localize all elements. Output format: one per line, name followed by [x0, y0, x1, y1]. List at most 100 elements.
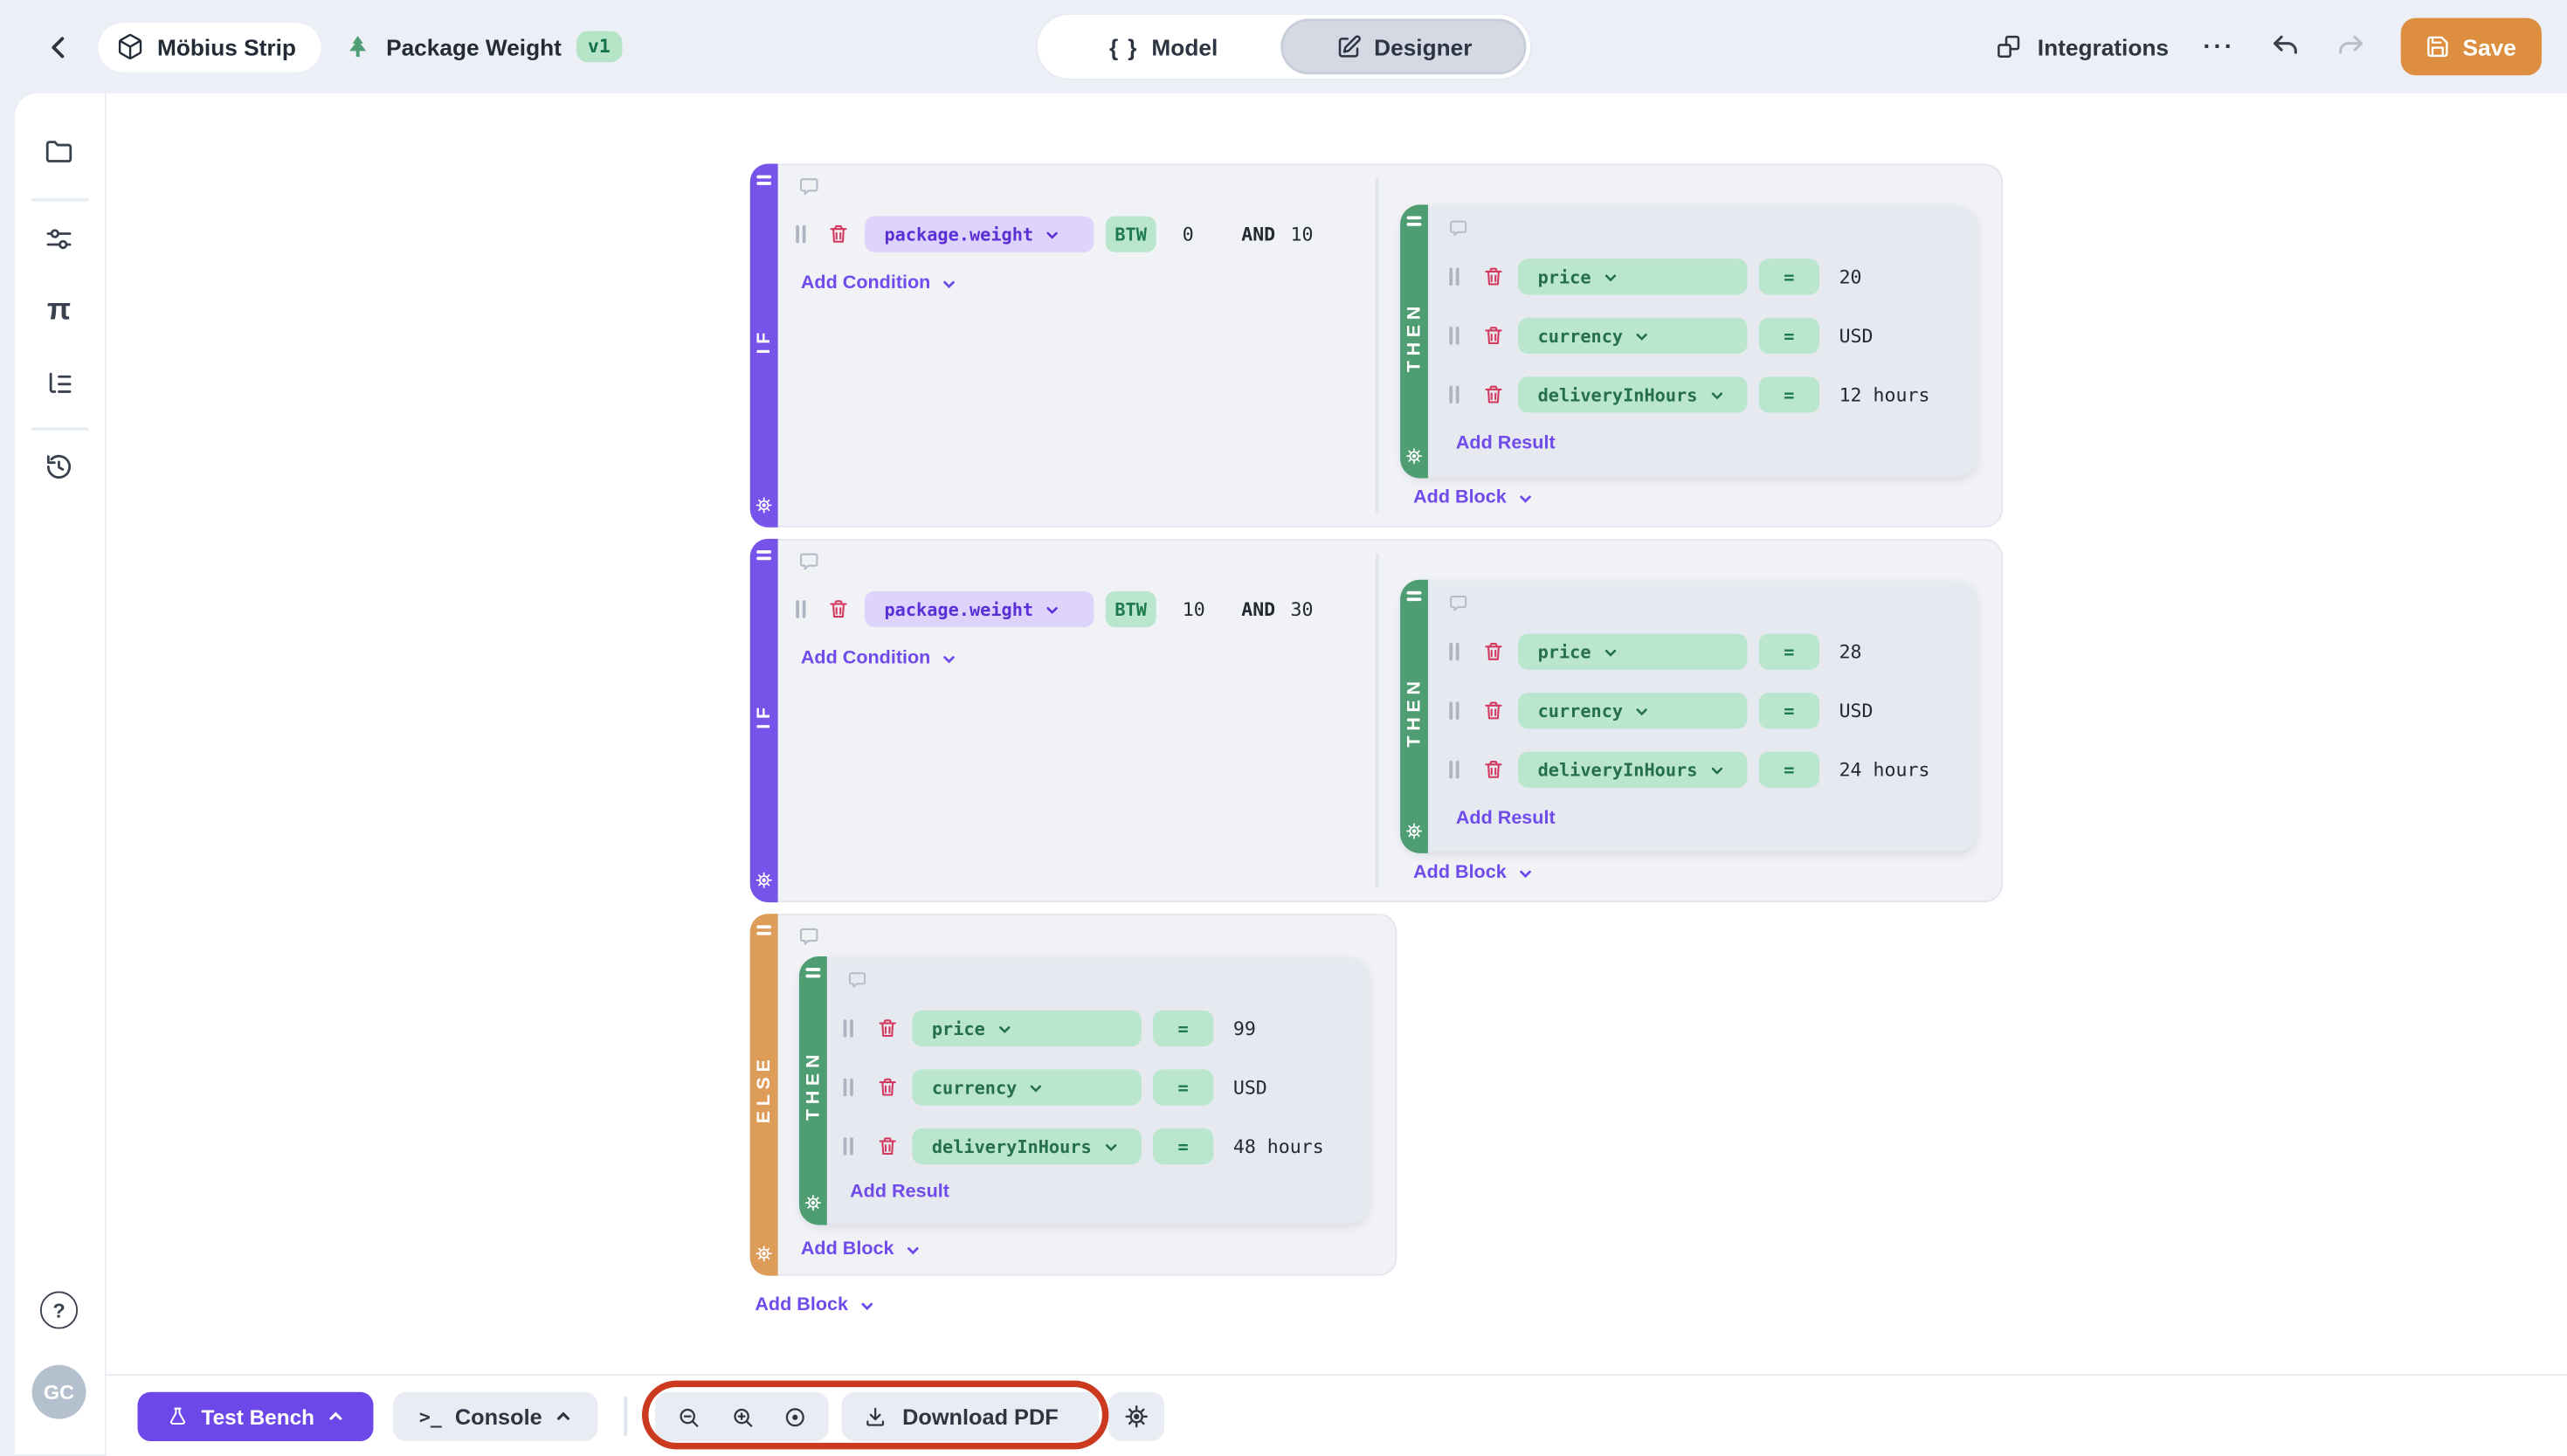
result-field-select[interactable]: price	[1518, 633, 1748, 670]
result-field-select[interactable]: currency	[912, 1069, 1142, 1106]
trash-icon[interactable]	[1482, 324, 1505, 347]
condition-value-1[interactable]: 0	[1182, 222, 1194, 246]
block-settings-gear-icon[interactable]	[755, 496, 773, 514]
equals-badge[interactable]: =	[1152, 1128, 1214, 1165]
trash-icon[interactable]	[1482, 758, 1505, 781]
comment-icon[interactable]	[1447, 593, 1468, 614]
trash-icon[interactable]	[1482, 266, 1505, 288]
add-result-button[interactable]: Add Result	[850, 1182, 949, 1203]
add-condition-button[interactable]: Add Condition	[801, 648, 957, 668]
test-bench-button[interactable]: Test Bench	[137, 1391, 374, 1441]
result-field-select[interactable]: currency	[1518, 693, 1748, 729]
canvas-settings-button[interactable]	[1108, 1391, 1165, 1441]
result-value[interactable]: 20	[1839, 265, 1862, 288]
block-drag-handle[interactable]	[756, 925, 772, 935]
add-result-button[interactable]: Add Result	[1455, 809, 1556, 829]
comment-icon[interactable]	[1447, 217, 1468, 238]
result-field-select[interactable]: deliveryInHours	[1518, 376, 1748, 413]
equals-badge[interactable]: =	[1758, 751, 1820, 788]
result-value[interactable]: 28	[1839, 640, 1862, 664]
help-button[interactable]: ?	[39, 1291, 79, 1329]
condition-field-select[interactable]: package.weight	[864, 590, 1094, 628]
equals-badge[interactable]: =	[1758, 633, 1820, 670]
row-drag-handle[interactable]	[843, 1078, 853, 1097]
result-value[interactable]: 48 hours	[1232, 1135, 1324, 1158]
integrations-button[interactable]: Integrations	[1995, 32, 2169, 60]
row-drag-handle[interactable]	[1449, 701, 1459, 721]
equals-badge[interactable]: =	[1152, 1069, 1214, 1106]
trash-icon[interactable]	[876, 1135, 899, 1157]
result-value[interactable]: USD	[1839, 699, 1873, 722]
add-condition-button[interactable]: Add Condition	[801, 273, 957, 293]
result-field-select[interactable]: currency	[1518, 317, 1748, 354]
row-drag-handle[interactable]	[843, 1019, 853, 1038]
result-field-select[interactable]: deliveryInHours	[912, 1128, 1142, 1165]
zoom-out-button[interactable]	[676, 1404, 700, 1429]
trash-icon[interactable]	[827, 223, 850, 245]
trash-icon[interactable]	[827, 597, 850, 620]
condition-field-select[interactable]: package.weight	[864, 216, 1094, 252]
sidebar-item-files[interactable]	[43, 136, 75, 169]
row-drag-handle[interactable]	[796, 224, 806, 244]
row-drag-handle[interactable]	[843, 1137, 853, 1156]
add-result-button[interactable]: Add Result	[1455, 433, 1556, 454]
result-value[interactable]: 99	[1232, 1017, 1256, 1040]
project-pill[interactable]: Möbius Strip	[98, 22, 321, 72]
add-block-button[interactable]: Add Block	[801, 1239, 921, 1259]
block-drag-handle[interactable]	[756, 175, 772, 185]
result-value[interactable]: 12 hours	[1839, 383, 1930, 406]
equals-badge[interactable]: =	[1758, 693, 1820, 729]
result-field-select[interactable]: price	[1518, 259, 1748, 295]
more-menu-button[interactable]: ···	[2203, 32, 2235, 61]
then-settings-gear-icon[interactable]	[1405, 822, 1424, 840]
result-value[interactable]: 24 hours	[1839, 758, 1930, 782]
fit-view-button[interactable]	[783, 1404, 807, 1429]
equals-badge[interactable]: =	[1758, 317, 1820, 354]
operator-badge[interactable]: BTW	[1105, 216, 1156, 252]
comment-icon[interactable]	[797, 925, 820, 948]
row-drag-handle[interactable]	[1449, 267, 1459, 286]
comment-icon[interactable]	[797, 550, 820, 573]
block-settings-gear-icon[interactable]	[755, 1245, 773, 1263]
then-settings-gear-icon[interactable]	[804, 1194, 823, 1212]
block-drag-handle[interactable]	[1406, 590, 1422, 601]
canvas-add-block-button[interactable]: Add Block	[755, 1295, 874, 1315]
trash-icon[interactable]	[876, 1017, 899, 1039]
operator-badge[interactable]: BTW	[1105, 590, 1156, 628]
block-drag-handle[interactable]	[756, 549, 772, 561]
result-field-select[interactable]: deliveryInHours	[1518, 751, 1748, 788]
back-button[interactable]	[43, 31, 75, 63]
equals-badge[interactable]: =	[1152, 1010, 1214, 1047]
block-drag-handle[interactable]	[805, 968, 821, 978]
row-drag-handle[interactable]	[796, 600, 806, 618]
block-settings-gear-icon[interactable]	[755, 871, 773, 889]
row-drag-handle[interactable]	[1449, 327, 1459, 345]
then-settings-gear-icon[interactable]	[1405, 447, 1424, 466]
add-block-button[interactable]: Add Block	[1413, 863, 1533, 883]
tab-designer[interactable]: Designer	[1283, 21, 1524, 72]
row-drag-handle[interactable]	[1449, 642, 1459, 661]
condition-value-2[interactable]: 30	[1290, 597, 1314, 621]
condition-value-1[interactable]: 10	[1182, 597, 1205, 621]
sidebar-item-functions[interactable]: π	[46, 293, 72, 328]
equals-badge[interactable]: =	[1758, 376, 1820, 413]
document-breadcrumb[interactable]: Package Weight v1	[343, 31, 623, 63]
redo-button[interactable]	[2335, 31, 2366, 63]
undo-button[interactable]	[2269, 31, 2301, 63]
block-drag-handle[interactable]	[1406, 216, 1422, 226]
sidebar-item-tree[interactable]	[43, 369, 75, 401]
equals-badge[interactable]: =	[1758, 259, 1820, 295]
sidebar-item-settings[interactable]	[43, 223, 75, 255]
result-value[interactable]: USD	[1232, 1075, 1267, 1100]
result-field-select[interactable]: price	[912, 1010, 1142, 1047]
result-value[interactable]: USD	[1839, 324, 1873, 348]
trash-icon[interactable]	[1482, 383, 1505, 406]
trash-icon[interactable]	[876, 1076, 899, 1099]
tab-model[interactable]: { } Model	[1044, 21, 1284, 72]
trash-icon[interactable]	[1482, 700, 1505, 722]
avatar[interactable]: GC	[31, 1364, 86, 1419]
save-button[interactable]: Save	[2400, 17, 2542, 76]
comment-icon[interactable]	[797, 176, 820, 198]
console-button[interactable]: >_ Console	[392, 1391, 598, 1441]
trash-icon[interactable]	[1482, 640, 1505, 663]
